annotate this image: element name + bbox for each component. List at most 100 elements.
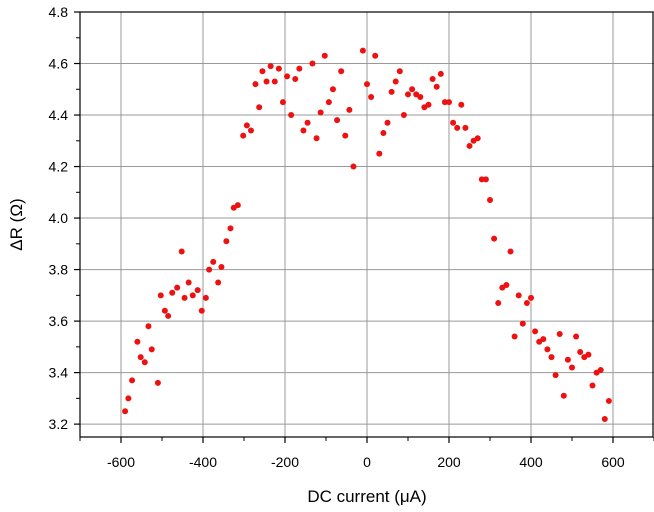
data-point [507,248,514,255]
y-tick-label: 3.6 [49,313,69,329]
x-tick-label: -200 [271,454,299,470]
data-point [252,81,259,88]
data-point [577,349,584,355]
data-point [392,78,399,85]
x-tick-label: 200 [437,454,461,470]
data-point [309,60,316,67]
y-tick-label: 4.0 [49,210,69,226]
data-point [400,112,407,119]
data-point [227,225,234,232]
grid [80,11,654,437]
data-point [532,328,539,335]
data-point [515,292,522,299]
data-point [491,235,498,242]
data-points [122,47,612,422]
data-point [292,75,299,82]
x-tick-label: -600 [107,454,135,470]
data-point [342,132,349,139]
data-point [552,372,559,379]
data-point [259,68,266,75]
data-point [511,333,518,340]
data-point [523,300,530,307]
data-point [129,377,136,384]
data-point [317,109,324,116]
data-point [450,119,457,126]
data-point [174,284,181,291]
data-point [247,127,254,134]
data-point [181,294,188,301]
data-point [206,266,213,273]
data-point [154,379,161,386]
x-tick-label: 600 [601,454,625,470]
data-point [519,320,526,327]
data-point [325,99,332,106]
data-point [210,258,217,265]
y-tick-label: 4.2 [49,159,69,175]
data-point [178,248,185,255]
data-point [243,122,250,129]
data-point [198,307,205,314]
data-point [125,395,132,402]
data-point [601,415,608,422]
data-point [300,127,307,134]
data-point [321,52,328,59]
data-point [482,176,489,183]
data-point [223,238,230,245]
data-point [234,202,241,209]
data-point [359,47,366,54]
x-tick-label: 0 [363,454,371,470]
data-point [388,88,395,95]
y-tick-label: 3.8 [49,262,69,278]
data-point [271,78,278,85]
data-point [569,364,575,371]
data-point [165,312,172,319]
y-tick-label: 4.4 [49,107,69,123]
data-point [454,124,461,131]
data-point [169,289,176,296]
data-point [573,333,580,340]
data-point [202,294,209,301]
data-point [384,119,391,126]
y-tick-label: 4.8 [49,4,69,20]
data-point [368,94,375,100]
data-point [279,99,286,106]
data-point [495,300,502,307]
data-point [372,52,379,59]
data-point [141,359,148,366]
data-point [441,99,448,106]
data-point [275,65,282,72]
data-point [338,68,345,75]
data-point [589,382,596,389]
data-point [380,130,387,137]
x-tick-label: 400 [519,454,543,470]
data-point [560,392,567,399]
data-point [396,68,403,75]
data-point [334,117,341,124]
y-tick-label: 3.4 [49,365,69,381]
data-point [376,150,383,157]
data-point [137,354,144,361]
data-point [364,81,370,88]
data-point [329,86,336,93]
data-point [487,197,493,204]
data-point [462,124,469,131]
data-point [548,354,555,361]
data-point [605,397,612,404]
data-point [466,142,473,149]
data-point [185,279,192,286]
data-point [296,65,303,72]
data-point [564,356,571,363]
data-point [437,70,444,77]
x-axis-label: DC current (μA) [307,487,426,506]
data-point [218,264,225,270]
y-axis-label: ΔR (Ω) [7,198,26,250]
data-point [263,78,270,85]
data-point [148,346,155,353]
data-point [540,336,547,343]
data-point [417,94,424,100]
data-point [446,99,452,106]
data-point [122,408,129,415]
data-point [478,176,485,183]
data-point [409,86,416,93]
data-point [544,346,551,353]
